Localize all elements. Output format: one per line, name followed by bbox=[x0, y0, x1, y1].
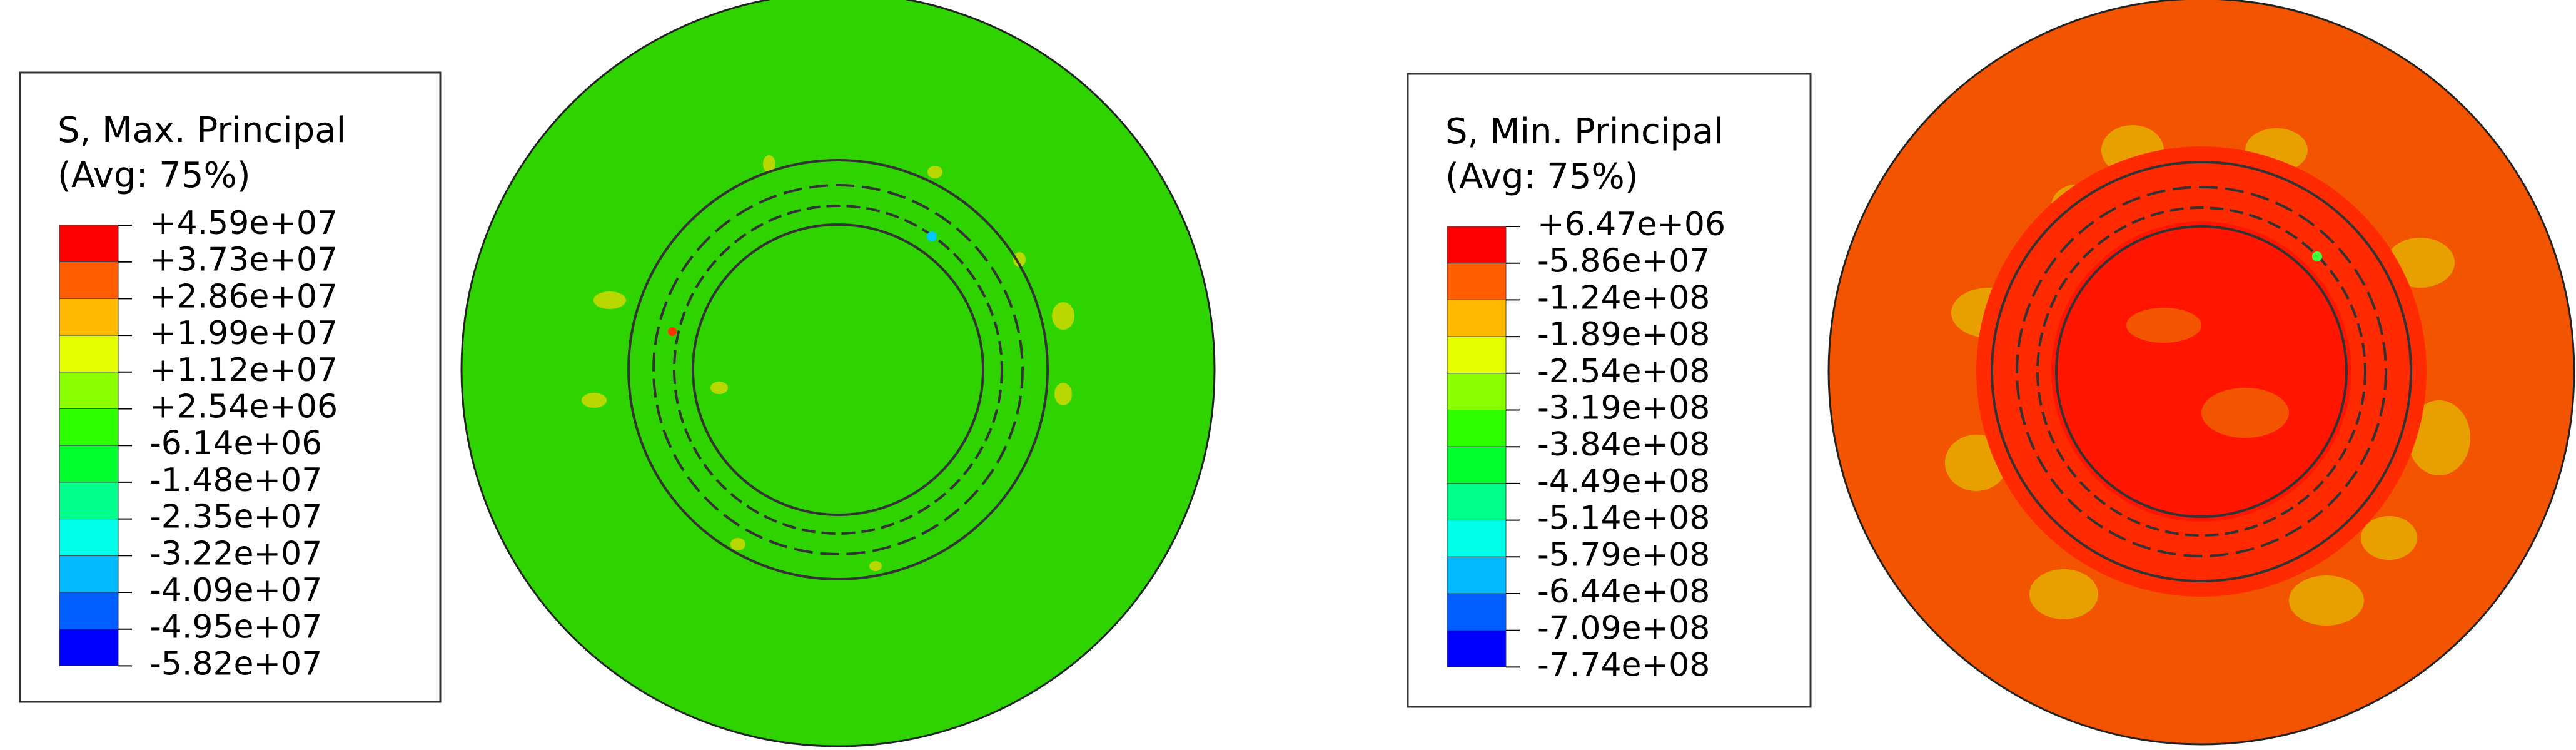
legend-label: -3.84e+08 bbox=[1537, 426, 1710, 464]
legend-label: -6.14e+06 bbox=[149, 425, 322, 462]
color-band bbox=[1447, 263, 1507, 300]
legend-label: -6.44e+08 bbox=[1537, 573, 1710, 611]
legend-label: -3.22e+07 bbox=[149, 535, 322, 572]
color-band bbox=[1447, 226, 1507, 264]
color-band bbox=[59, 519, 119, 556]
legend-label: -1.48e+07 bbox=[149, 462, 322, 499]
legend-title: S, Min. Principal bbox=[1445, 111, 1724, 152]
legend-label: +6.47e+06 bbox=[1537, 206, 1725, 243]
legend-label: +2.54e+06 bbox=[149, 388, 338, 426]
legend-label: -5.86e+07 bbox=[1537, 243, 1710, 280]
contour-disc-1 bbox=[460, 0, 1216, 747]
color-band bbox=[1447, 373, 1507, 410]
contour-disc-2 bbox=[1827, 0, 2575, 746]
color-band bbox=[1447, 630, 1507, 667]
legend-label: -4.09e+07 bbox=[149, 572, 322, 609]
color-band bbox=[59, 445, 119, 483]
color-band bbox=[59, 555, 119, 593]
color-band bbox=[59, 629, 119, 666]
color-band bbox=[59, 225, 119, 263]
legend-subtitle: (Avg: 75%) bbox=[58, 155, 251, 196]
color-band bbox=[59, 592, 119, 630]
legend-label: -5.14e+08 bbox=[1537, 500, 1710, 537]
color-band bbox=[1447, 483, 1507, 521]
legend-label: +4.59e+07 bbox=[149, 205, 338, 242]
legend-label: -2.35e+07 bbox=[149, 499, 322, 536]
legend-label: -4.95e+07 bbox=[149, 609, 322, 646]
color-band bbox=[1447, 299, 1507, 337]
color-band bbox=[59, 335, 119, 373]
legend-title: S, Max. Principal bbox=[58, 110, 346, 151]
color-band bbox=[1447, 446, 1507, 484]
legend-label: +3.73e+07 bbox=[149, 241, 338, 279]
legend-label: +1.99e+07 bbox=[149, 315, 338, 352]
color-band bbox=[59, 298, 119, 336]
color-band bbox=[1447, 593, 1507, 631]
color-band bbox=[59, 372, 119, 409]
legend-label: -1.24e+08 bbox=[1537, 279, 1710, 317]
color-band bbox=[1447, 520, 1507, 557]
legend-label: -5.82e+07 bbox=[149, 645, 322, 682]
color-band bbox=[1447, 556, 1507, 594]
color-band bbox=[59, 408, 119, 446]
color-band bbox=[1447, 336, 1507, 374]
legend-label: -1.89e+08 bbox=[1537, 316, 1710, 353]
color-band bbox=[59, 261, 119, 299]
legend-label: -7.74e+08 bbox=[1537, 646, 1710, 684]
legend-label: +1.12e+07 bbox=[149, 352, 338, 389]
legend-label: -5.79e+08 bbox=[1537, 536, 1710, 574]
legend-label: -7.09e+08 bbox=[1537, 610, 1710, 647]
legend-label: -2.54e+08 bbox=[1537, 353, 1710, 390]
color-band bbox=[59, 482, 119, 520]
color-band bbox=[1447, 410, 1507, 447]
legend-subtitle: (Avg: 75%) bbox=[1445, 156, 1639, 197]
legend-label: -4.49e+08 bbox=[1537, 463, 1710, 500]
legend-label: -3.19e+08 bbox=[1537, 390, 1710, 427]
legend-label: +2.86e+07 bbox=[149, 278, 338, 315]
